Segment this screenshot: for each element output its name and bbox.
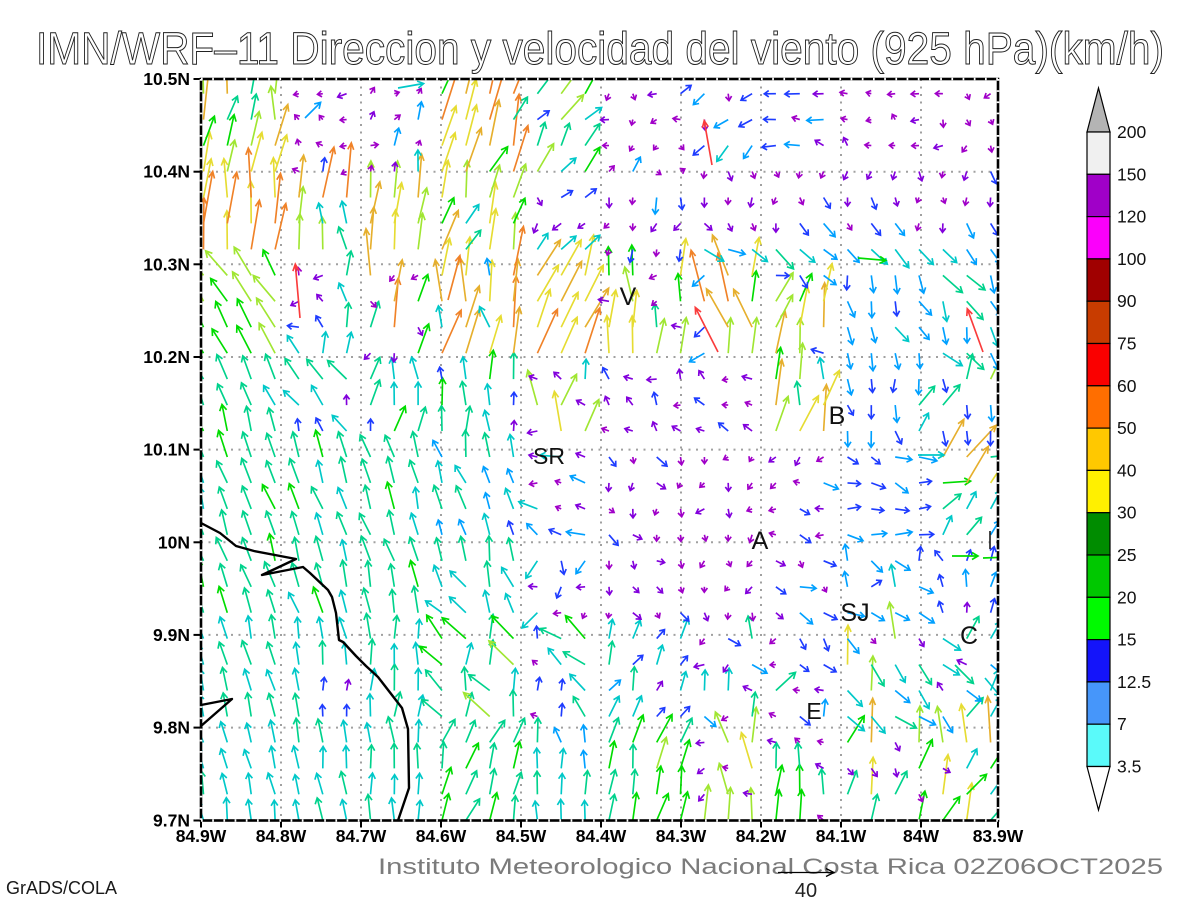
svg-text:84.8W: 84.8W — [256, 826, 307, 846]
svg-text:GrADS/COLA: GrADS/COLA — [6, 878, 117, 898]
svg-text:9.8N: 9.8N — [153, 718, 190, 738]
svg-text:C: C — [960, 622, 978, 650]
svg-text:84.4W: 84.4W — [576, 826, 627, 846]
svg-text:75: 75 — [1117, 334, 1136, 354]
svg-text:12.5: 12.5 — [1117, 672, 1151, 692]
svg-text:84.5W: 84.5W — [496, 826, 547, 846]
svg-text:SJ: SJ — [840, 599, 869, 627]
svg-text:IMN/WRF–11 Direccion y velocid: IMN/WRF–11 Direccion y velocidad del vie… — [36, 23, 1164, 74]
svg-text:9.7N: 9.7N — [153, 811, 190, 831]
svg-text:7: 7 — [1117, 714, 1127, 734]
svg-text:B: B — [829, 402, 846, 430]
svg-text:84.1W: 84.1W — [816, 826, 867, 846]
svg-text:84.9W: 84.9W — [176, 826, 227, 846]
svg-text:84W: 84W — [903, 826, 939, 846]
svg-text:25: 25 — [1117, 545, 1136, 565]
svg-text:40: 40 — [1117, 460, 1137, 480]
svg-text:10.1N: 10.1N — [143, 440, 190, 460]
svg-text:40: 40 — [795, 880, 817, 900]
svg-text:120: 120 — [1117, 207, 1146, 227]
svg-text:10.2N: 10.2N — [143, 347, 190, 367]
svg-text:SR: SR — [533, 443, 565, 469]
svg-text:60: 60 — [1117, 376, 1137, 396]
svg-text:84.6W: 84.6W — [416, 826, 467, 846]
svg-text:V: V — [620, 283, 637, 311]
svg-text:9.9N: 9.9N — [153, 625, 190, 645]
svg-text:A: A — [752, 527, 769, 555]
svg-text:84.2W: 84.2W — [736, 826, 787, 846]
svg-text:90: 90 — [1117, 291, 1137, 311]
svg-text:20: 20 — [1117, 587, 1137, 607]
svg-text:100: 100 — [1117, 249, 1146, 269]
svg-text:10.3N: 10.3N — [143, 254, 190, 274]
svg-text:50: 50 — [1117, 418, 1137, 438]
svg-text:10.4N: 10.4N — [143, 162, 190, 182]
svg-text:83.9W: 83.9W — [973, 826, 1024, 846]
svg-text:3.5: 3.5 — [1117, 757, 1141, 777]
svg-text:30: 30 — [1117, 503, 1137, 523]
svg-text:Instituto Meteorologico Nacion: Instituto Meteorologico Nacional Costa R… — [378, 854, 1163, 879]
svg-text:10.5N: 10.5N — [143, 69, 190, 89]
svg-text:15: 15 — [1117, 630, 1136, 650]
svg-text:84.7W: 84.7W — [336, 826, 387, 846]
svg-text:200: 200 — [1117, 122, 1146, 142]
svg-text:150: 150 — [1117, 164, 1146, 184]
svg-text:84.3W: 84.3W — [656, 826, 707, 846]
svg-text:E: E — [806, 698, 821, 724]
svg-text:10N: 10N — [158, 532, 190, 552]
